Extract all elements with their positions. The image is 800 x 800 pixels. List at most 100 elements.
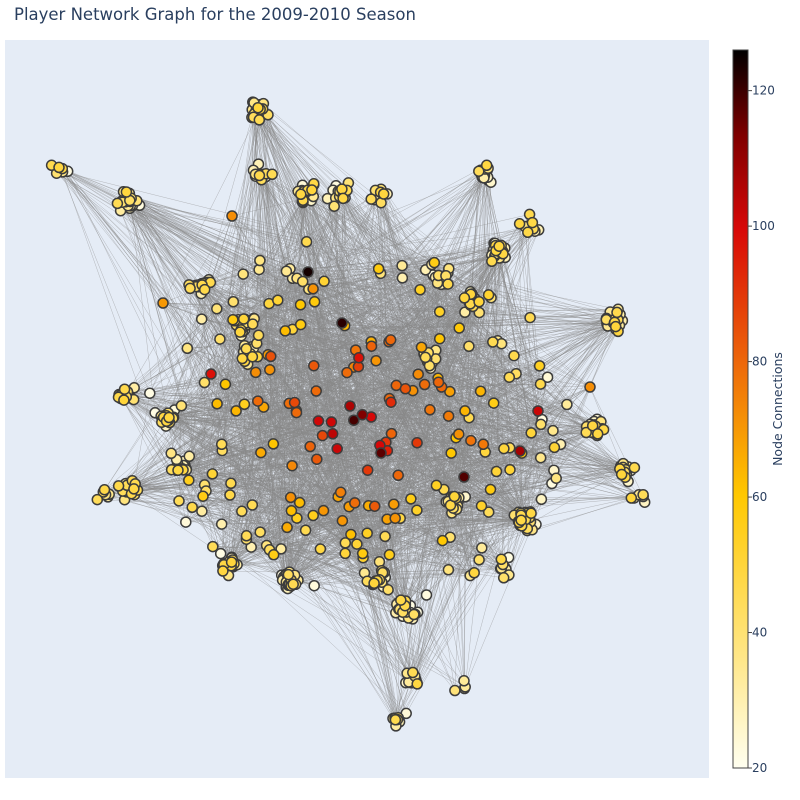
player-node[interactable] xyxy=(414,284,426,296)
player-node[interactable] xyxy=(287,578,299,591)
player-node[interactable] xyxy=(408,608,420,621)
player-node[interactable] xyxy=(372,262,385,275)
player-node[interactable] xyxy=(294,318,307,331)
player-node[interactable] xyxy=(253,169,266,182)
player-node[interactable] xyxy=(445,447,457,459)
player-node[interactable] xyxy=(214,333,226,345)
player-node[interactable] xyxy=(482,506,495,518)
player-node[interactable] xyxy=(351,538,363,550)
player-node[interactable] xyxy=(246,499,259,511)
player-node[interactable] xyxy=(53,161,65,174)
player-node[interactable] xyxy=(486,255,498,268)
player-node[interactable] xyxy=(308,579,320,592)
player-node[interactable] xyxy=(172,464,184,477)
player-node[interactable] xyxy=(484,483,497,496)
player-node[interactable] xyxy=(561,398,573,411)
player-node[interactable] xyxy=(195,313,208,325)
player-node[interactable] xyxy=(399,383,412,395)
player-node[interactable] xyxy=(353,351,365,364)
player-node[interactable] xyxy=(294,299,307,311)
player-node[interactable] xyxy=(508,349,520,362)
player-node[interactable] xyxy=(344,400,356,412)
player-node[interactable] xyxy=(308,296,321,308)
player-node[interactable] xyxy=(458,471,470,483)
player-node[interactable] xyxy=(609,320,622,333)
player-node[interactable] xyxy=(288,396,301,409)
player-node[interactable] xyxy=(310,385,322,397)
player-node[interactable] xyxy=(433,306,446,318)
player-node[interactable] xyxy=(316,429,329,442)
player-node[interactable] xyxy=(515,514,527,526)
player-node[interactable] xyxy=(318,275,330,288)
player-node[interactable] xyxy=(524,311,536,324)
player-node[interactable] xyxy=(365,193,377,205)
player-node[interactable] xyxy=(465,434,477,447)
player-node[interactable] xyxy=(307,509,319,522)
player-node[interactable] xyxy=(240,530,253,542)
player-node[interactable] xyxy=(436,534,449,547)
player-node[interactable] xyxy=(336,515,349,527)
player-node[interactable] xyxy=(368,500,381,512)
player-node[interactable] xyxy=(246,351,259,363)
player-node[interactable] xyxy=(388,498,400,510)
player-node[interactable] xyxy=(254,254,266,267)
player-node[interactable] xyxy=(405,493,417,505)
player-node[interactable] xyxy=(183,474,195,486)
player-node[interactable] xyxy=(476,542,488,554)
player-node[interactable] xyxy=(186,501,198,514)
player-node[interactable] xyxy=(449,684,461,697)
player-node[interactable] xyxy=(591,428,604,440)
player-node[interactable] xyxy=(211,398,223,410)
player-node[interactable] xyxy=(304,440,316,453)
player-node[interactable] xyxy=(253,114,266,126)
player-node[interactable] xyxy=(224,489,236,501)
player-node[interactable] xyxy=(91,493,104,506)
player-node[interactable] xyxy=(227,295,240,308)
player-node[interactable] xyxy=(180,516,192,528)
player-node[interactable] xyxy=(219,378,232,391)
player-node[interactable] xyxy=(428,256,441,269)
player-node[interactable] xyxy=(535,418,547,431)
player-node[interactable] xyxy=(295,188,307,201)
player-node[interactable] xyxy=(365,340,378,352)
player-node[interactable] xyxy=(296,275,309,288)
player-node[interactable] xyxy=(389,714,402,726)
player-node[interactable] xyxy=(611,306,623,319)
player-node[interactable] xyxy=(473,554,485,566)
player-node[interactable] xyxy=(407,666,419,679)
player-node[interactable] xyxy=(586,419,599,432)
player-node[interactable] xyxy=(281,521,293,534)
player-node[interactable] xyxy=(214,547,227,560)
player-node[interactable] xyxy=(334,486,347,499)
player-node[interactable] xyxy=(275,543,287,555)
player-node[interactable] xyxy=(128,483,140,495)
player-node[interactable] xyxy=(482,289,495,301)
player-node[interactable] xyxy=(432,376,445,388)
player-node[interactable] xyxy=(368,577,380,589)
player-node[interactable] xyxy=(349,497,361,509)
player-node[interactable] xyxy=(336,183,348,195)
player-node[interactable] xyxy=(331,442,343,455)
player-node[interactable] xyxy=(453,428,465,440)
player-node[interactable] xyxy=(442,564,455,576)
player-node[interactable] xyxy=(487,397,500,409)
player-node[interactable] xyxy=(468,567,480,579)
player-node[interactable] xyxy=(458,292,471,304)
player-node[interactable] xyxy=(584,381,596,393)
player-node[interactable] xyxy=(237,268,249,280)
player-node[interactable] xyxy=(293,496,306,509)
player-node[interactable] xyxy=(183,450,196,463)
player-node[interactable] xyxy=(383,549,396,561)
player-node[interactable] xyxy=(290,406,303,419)
player-node[interactable] xyxy=(339,547,351,560)
player-node[interactable] xyxy=(533,360,546,372)
player-node[interactable] xyxy=(411,504,423,517)
player-node[interactable] xyxy=(252,329,265,342)
player-node[interactable] xyxy=(282,568,295,581)
player-node[interactable] xyxy=(490,465,503,478)
player-node[interactable] xyxy=(120,186,133,198)
player-node[interactable] xyxy=(442,410,455,422)
player-node[interactable] xyxy=(345,528,357,541)
player-node[interactable] xyxy=(227,314,239,326)
player-node[interactable] xyxy=(225,477,237,490)
